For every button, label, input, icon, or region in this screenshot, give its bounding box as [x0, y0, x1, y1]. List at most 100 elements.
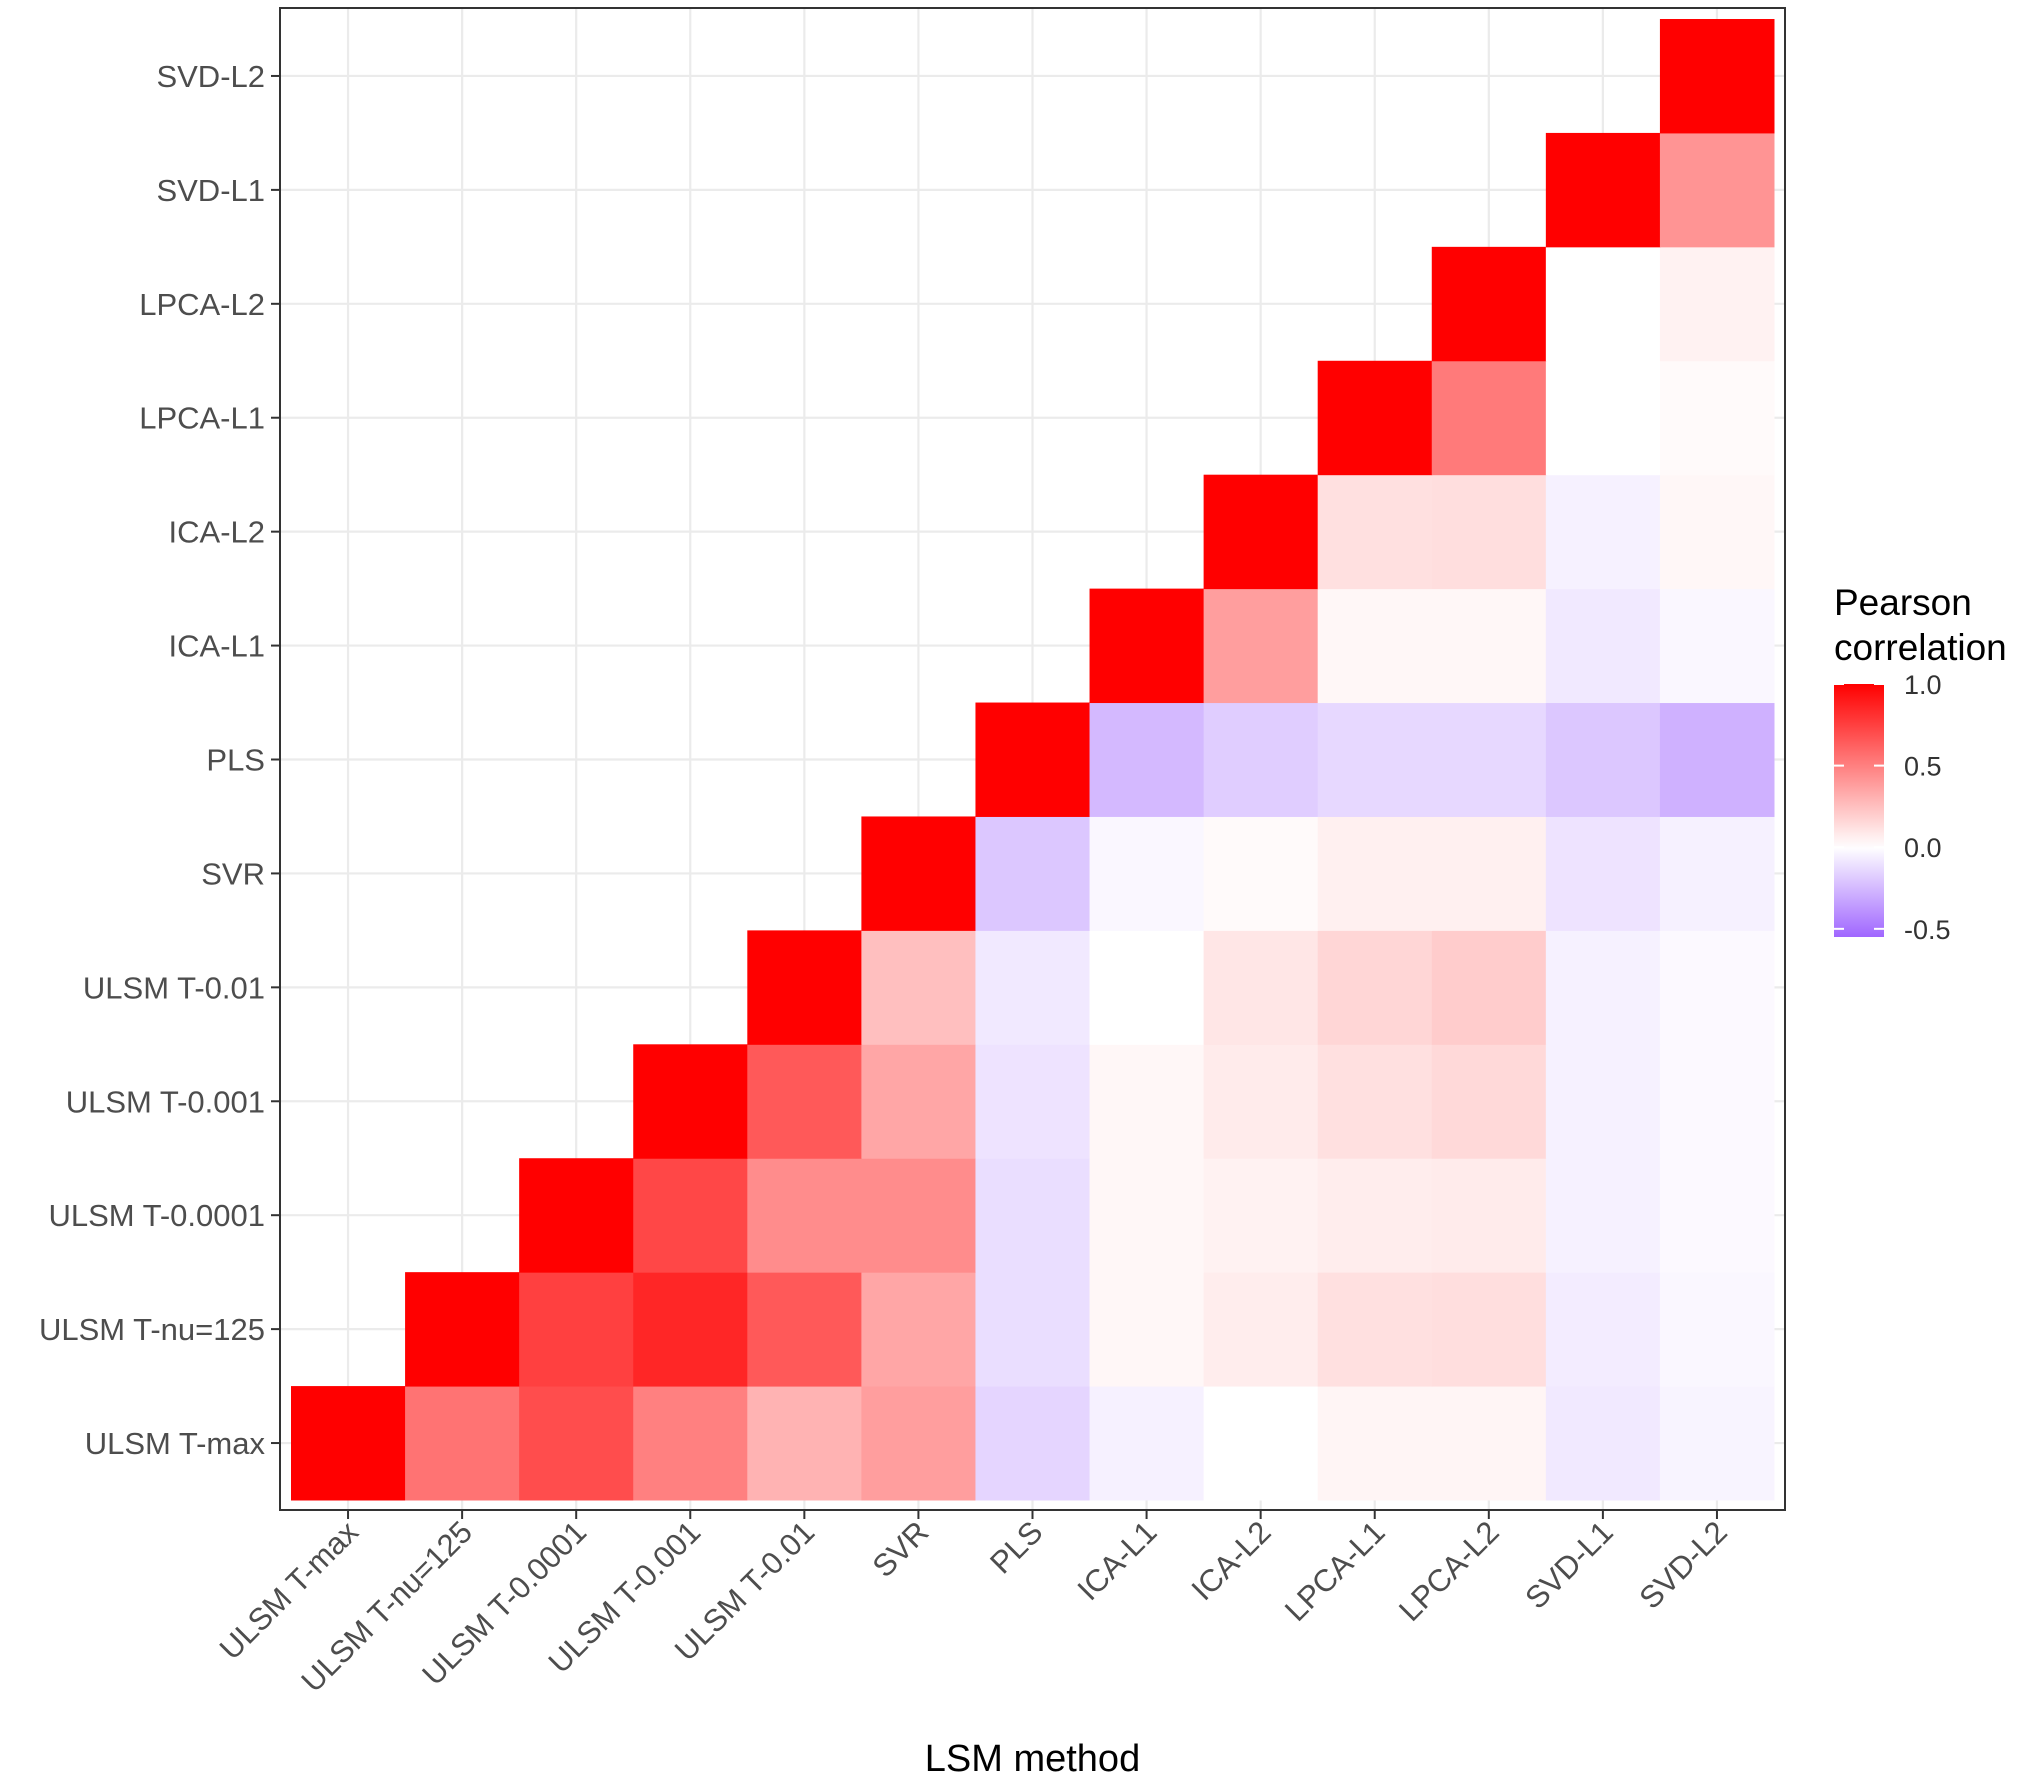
heatmap-cell	[1659, 132, 1775, 248]
heatmap-cell	[1317, 360, 1433, 476]
legend-title-line: correlation	[1834, 627, 2007, 668]
heatmap-cell	[975, 930, 1091, 1045]
heatmap-cell	[1545, 1272, 1661, 1387]
y-axis-tick-label: SVR	[201, 856, 265, 891]
y-axis-tick-label: LPCA-L2	[139, 287, 265, 322]
heatmap-cell	[1545, 702, 1661, 817]
heatmap-cell	[519, 1158, 634, 1273]
heatmap-cell	[975, 816, 1091, 931]
heatmap-cell	[1317, 588, 1433, 704]
heatmap-cell	[1203, 816, 1319, 931]
y-axis-tick-label: ULSM T-0.0001	[48, 1198, 265, 1233]
heatmap-cell	[1431, 930, 1547, 1045]
heatmap-cell	[1431, 588, 1547, 704]
heatmap-cell	[1545, 132, 1661, 248]
heatmap-cell	[747, 1044, 862, 1159]
y-axis-tick-label: ICA-L1	[169, 629, 265, 664]
heatmap-cell	[975, 702, 1091, 817]
heatmap-cell	[1659, 588, 1775, 704]
heatmap-cell	[747, 1386, 862, 1501]
heatmap-cell	[633, 1386, 748, 1501]
heatmap-cell	[519, 1386, 634, 1501]
heatmap-cell	[1089, 930, 1205, 1045]
heatmap-cell	[1431, 1158, 1547, 1273]
heatmap-cell	[633, 1272, 748, 1387]
heatmap-cell	[291, 1386, 406, 1501]
heatmap-cell	[1659, 474, 1775, 590]
heatmap-cell	[1545, 588, 1661, 704]
heatmap-cell	[1545, 360, 1661, 476]
y-axis-tick-label: PLS	[206, 743, 265, 778]
heatmap-cell	[1089, 702, 1205, 817]
heatmap-cell	[975, 1386, 1091, 1501]
legend-colorbar	[1834, 684, 1884, 937]
heatmap-cell	[1203, 702, 1319, 817]
y-axis-tick-label: ULSM T-nu=125	[39, 1312, 265, 1347]
heatmap-cell	[861, 1044, 976, 1159]
heatmap-cell	[1203, 930, 1319, 1045]
heatmap-cell	[1203, 588, 1319, 704]
heatmap-cell	[1545, 1044, 1661, 1159]
heatmap-cell	[1659, 246, 1775, 362]
heatmap-cell	[1317, 474, 1433, 590]
heatmap-cell	[1089, 1272, 1205, 1387]
heatmap-cell	[861, 1272, 976, 1387]
heatmap-cell	[1659, 702, 1775, 817]
heatmap-cell	[1317, 1272, 1433, 1387]
heatmap-cell	[405, 1272, 520, 1387]
heatmap-cell	[1659, 1158, 1775, 1273]
heatmap-cell	[975, 1158, 1091, 1273]
heatmap-cell	[1203, 1272, 1319, 1387]
heatmap-cell	[1659, 360, 1775, 476]
legend-tick-label: 1.0	[1904, 670, 1942, 700]
legend-tick-label: -0.5	[1904, 915, 1951, 945]
heatmap-cell	[1431, 702, 1547, 817]
legend-tick-label: 0.5	[1904, 752, 1942, 782]
heatmap-cell	[861, 930, 976, 1045]
heatmap-cell	[1317, 816, 1433, 931]
heatmap-cell	[1431, 246, 1547, 362]
heatmap-cell	[747, 1158, 862, 1273]
legend-title-line: Pearson	[1834, 582, 1972, 623]
heatmap-cell	[1545, 1158, 1661, 1273]
heatmap-cell	[1659, 1386, 1775, 1501]
heatmap-cell	[1089, 816, 1205, 931]
heatmap-cell	[1545, 474, 1661, 590]
heatmap-cell	[1431, 1386, 1547, 1501]
heatmap-cell	[1431, 1044, 1547, 1159]
y-axis-tick-label: SVD-L1	[156, 173, 265, 208]
heatmap-cell	[1317, 1044, 1433, 1159]
y-axis-tick-label: LPCA-L1	[139, 401, 265, 436]
heatmap-cell	[1089, 588, 1205, 704]
heatmap-cell	[975, 1272, 1091, 1387]
heatmap-cell	[1317, 702, 1433, 817]
heatmap-cell	[1659, 1044, 1775, 1159]
heatmap-cell	[1089, 1044, 1205, 1159]
heatmap-cell	[405, 1386, 520, 1501]
heatmap-cell	[1089, 1158, 1205, 1273]
heatmap-cell	[633, 1044, 748, 1159]
heatmap-cell	[1203, 1158, 1319, 1273]
heatmap-cell	[1431, 1272, 1547, 1387]
heatmap-cell	[1203, 1386, 1319, 1501]
heatmap-cell	[975, 1044, 1091, 1159]
heatmap-cell	[1659, 19, 1775, 134]
x-axis-title: LSM method	[925, 1738, 1140, 1780]
heatmap-cell	[861, 816, 976, 931]
heatmap-cell	[1659, 816, 1775, 931]
legend-tick-label: 0.0	[1904, 833, 1942, 863]
heatmap-cell	[1317, 930, 1433, 1045]
heatmap-cell	[1431, 360, 1547, 476]
heatmap-cell	[747, 1272, 862, 1387]
y-axis-tick-label: ICA-L2	[169, 515, 265, 550]
heatmap-cell	[1659, 1272, 1775, 1387]
heatmap-cell	[861, 1386, 976, 1501]
heatmap-cell	[1317, 1386, 1433, 1501]
y-axis: ULSM T-max ULSM T-nu=125 ULSM T-0.0001 ULSM…	[39, 59, 280, 1461]
heatmap-cell	[861, 1158, 976, 1273]
y-axis-tick-label: ULSM T-max	[85, 1426, 266, 1461]
heatmap-cell	[1203, 1044, 1319, 1159]
heatmap-cell	[1431, 816, 1547, 931]
